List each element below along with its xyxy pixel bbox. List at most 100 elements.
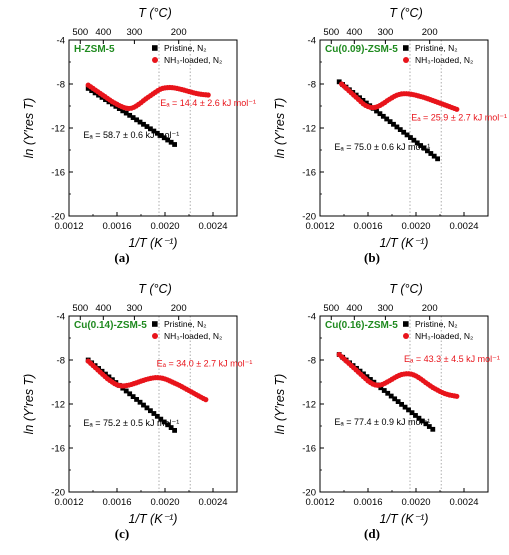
y-tick-label: -8	[308, 356, 316, 367]
point-pristine	[388, 393, 394, 399]
y-tick-label: -4	[57, 312, 65, 323]
sample-label: Cu(0.09)-ZSM-5	[325, 44, 398, 55]
activation-energy-annotation: Eₐ = 43.3 ± 4.5 kJ mol⁻¹	[404, 354, 500, 364]
x-tick-label: 0.0012	[54, 497, 83, 508]
point-pristine	[141, 402, 146, 408]
point-pristine	[165, 137, 171, 143]
y-tick-label: -12	[302, 124, 316, 135]
y-tick-label: -8	[57, 80, 65, 91]
x-tick-label: 0.0024	[449, 497, 478, 508]
y-tick-label: -4	[308, 312, 316, 323]
point-pristine	[378, 385, 384, 391]
chart-panel-0: 0.0012 0.0016 0.0020 0.0024 -4 -8 -12 -16 -20 500…	[22, 6, 256, 250]
x-tick-label: 0.0012	[305, 221, 334, 232]
caption-d: (d)	[364, 526, 380, 541]
point-pristine	[397, 127, 403, 132]
point-pristine	[391, 121, 396, 127]
x-tick-label: 0.0016	[102, 221, 131, 232]
plot-frame	[68, 315, 238, 493]
point-pristine	[395, 399, 401, 404]
x-tick-label: 0.0024	[198, 221, 227, 232]
point-pristine	[130, 115, 136, 120]
sample-label: Cu(0.16)-ZSM-5	[325, 320, 398, 331]
y-tick-label: -20	[302, 488, 316, 499]
x-tick-label: 0.0012	[305, 497, 334, 508]
point-pristine	[127, 112, 133, 118]
point-pristine	[134, 397, 139, 402]
x-tick-label: 0.0016	[353, 221, 382, 232]
point-pristine	[158, 416, 164, 422]
x-tick-label: 0.0020	[150, 497, 179, 508]
y-tick-label: -4	[57, 36, 65, 47]
y-tick-label: -16	[302, 444, 316, 455]
point-pristine	[165, 422, 171, 428]
point-pristine	[120, 108, 126, 114]
point-pristine	[421, 145, 427, 151]
legend-marker-circle	[403, 57, 409, 63]
point-nh3-loaded	[454, 393, 460, 399]
point-pristine	[374, 108, 379, 114]
point-pristine	[377, 111, 383, 117]
legend-label: NH₃-loaded, N₂	[415, 331, 473, 341]
top-axis-title: T (°C)	[138, 282, 171, 296]
legend-label: Pristine, N₂	[415, 43, 458, 53]
point-pristine	[423, 421, 429, 427]
y-tick-label: -20	[51, 212, 65, 223]
y-tick-label: -20	[302, 212, 316, 223]
activation-energy-annotation: Eₐ = 75.0 ± 0.6 kJ mol⁻¹	[334, 142, 430, 152]
x-axis-title: 1/T (K⁻¹)	[129, 236, 178, 250]
legend-label: NH₃-loaded, N₂	[164, 55, 222, 65]
point-pristine	[158, 133, 164, 138]
point-pristine	[380, 113, 386, 119]
y-tick-label: -16	[51, 168, 65, 179]
x-axis-title: 1/T (K⁻¹)	[380, 512, 429, 526]
y-axis-title: ln (Y′res T)	[22, 374, 36, 435]
point-pristine	[428, 151, 434, 156]
point-pristine	[172, 142, 177, 147]
activation-energy-annotation: Eₐ = 14.4 ± 2.6 kJ mol⁻¹	[160, 98, 256, 108]
x-tick-label: 0.0020	[401, 497, 430, 508]
x-tick-label: 0.0012	[54, 221, 83, 232]
point-pristine	[430, 426, 436, 432]
point-pristine	[413, 413, 418, 418]
top-tick-label: 200	[422, 27, 438, 38]
top-axis-title: T (°C)	[138, 6, 171, 20]
point-pristine	[414, 140, 420, 146]
point-pristine	[406, 407, 411, 413]
legend-label: Pristine, N₂	[164, 319, 207, 329]
y-axis-title: ln (Y′res T)	[273, 98, 287, 159]
point-pristine	[92, 90, 98, 96]
point-pristine	[123, 388, 129, 394]
legend-marker-circle	[152, 333, 158, 339]
top-tick-label: 200	[422, 303, 438, 314]
legend-marker-square	[152, 321, 158, 327]
legend-marker-square	[152, 45, 158, 51]
activation-energy-annotation: Eₐ = 75.2 ± 0.5 kJ mol⁻¹	[83, 418, 179, 428]
y-axis-title: ln (Y′res T)	[22, 98, 36, 159]
y-tick-label: -16	[51, 444, 65, 455]
point-pristine	[130, 394, 136, 400]
point-pristine	[409, 410, 415, 416]
point-pristine	[368, 377, 373, 382]
activation-energy-annotation: Eₐ = 25.9 ± 2.7 kJ mol⁻¹	[411, 112, 507, 122]
point-pristine	[172, 428, 177, 433]
plot-frame	[68, 39, 238, 217]
x-axis-title: 1/T (K⁻¹)	[129, 512, 178, 526]
chart-panel-2: 0.0012 0.0016 0.0020 0.0024 -4 -8 -12 -16 -20 500…	[22, 282, 252, 526]
point-pristine	[154, 130, 160, 136]
point-pristine	[387, 119, 393, 125]
legend-label: Pristine, N₂	[415, 319, 458, 329]
point-pristine	[435, 156, 440, 162]
point-pristine	[431, 153, 437, 159]
point-pristine	[116, 106, 122, 111]
plot-frame	[319, 39, 489, 217]
x-tick-label: 0.0024	[198, 497, 227, 508]
top-tick-label: 200	[171, 303, 187, 314]
x-tick-label: 0.0020	[150, 221, 179, 232]
activation-energy-annotation: Eₐ = 34.0 ± 2.7 kJ mol⁻¹	[157, 359, 253, 369]
point-nh3-loaded	[203, 397, 209, 403]
point-pristine	[137, 399, 143, 405]
activation-energy-annotation: Eₐ = 58.7 ± 0.6 kJ mol⁻¹	[83, 130, 179, 140]
point-pristine	[141, 121, 146, 127]
